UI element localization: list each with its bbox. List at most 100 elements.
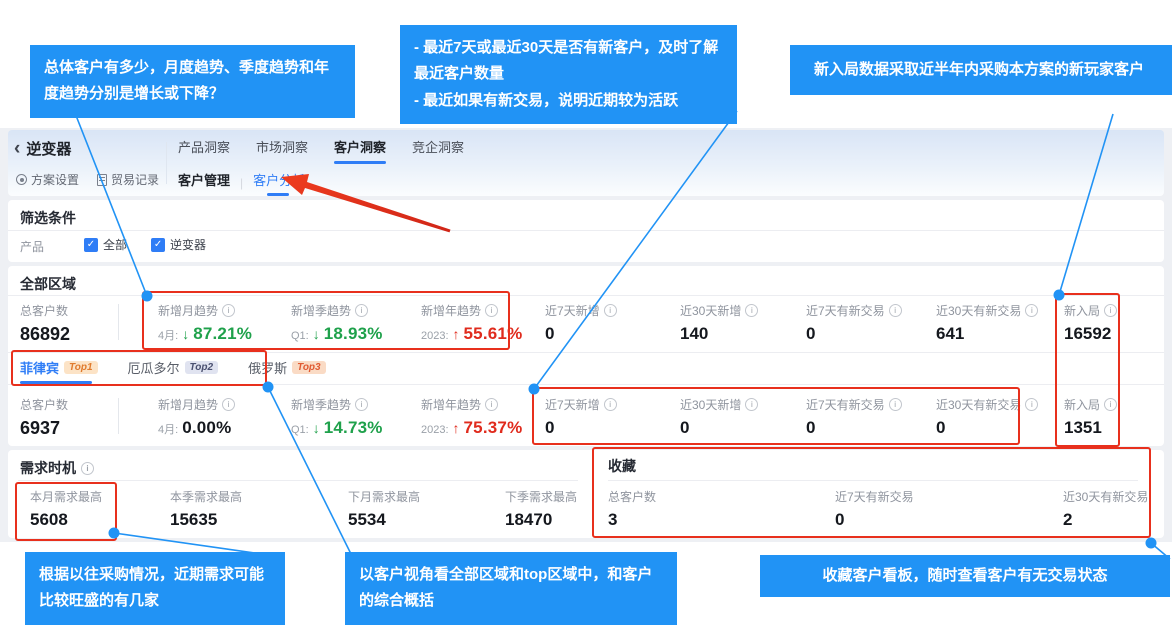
stat-fav-trade-30d: 近30天有新交易 2 bbox=[1063, 488, 1148, 530]
stat-label: 新增季趋势 bbox=[291, 304, 352, 318]
region-tab-label: 菲律宾 bbox=[20, 361, 60, 376]
stat-value: 16592 bbox=[1064, 324, 1112, 343]
demand-title-text: 需求时机 bbox=[20, 460, 76, 476]
subtab-customer-management[interactable]: 客户管理 bbox=[178, 173, 231, 188]
stat-label: 本季需求最高 bbox=[170, 490, 243, 504]
info-icon[interactable]: i bbox=[1104, 304, 1118, 317]
top1-badge: Top1 bbox=[64, 361, 98, 374]
stat-trade-7d: 近7天有新交易 i 0 bbox=[806, 396, 902, 438]
stat-label: 下季需求最高 bbox=[505, 490, 578, 504]
stat-demand-this-quarter: 本季需求最高 15635 bbox=[170, 488, 242, 530]
annotation-overview: 总体客户有多少，月度趋势、季度趋势和年度趋势分别是增长或下降？ bbox=[30, 45, 355, 118]
top3-badge: Top3 bbox=[292, 361, 326, 374]
info-icon[interactable]: i bbox=[355, 304, 369, 317]
page-title: 逆变器 bbox=[26, 141, 72, 158]
annotation-recent-activity: - 最近7天或最近30天是否有新客户，及时了解最近客户数量 - 最近如果有新交易… bbox=[400, 25, 737, 124]
stat-value: 15635 bbox=[170, 510, 218, 529]
stat-label: 总客户数 bbox=[608, 490, 657, 504]
stat-value: 3 bbox=[608, 510, 618, 529]
stat-value: 0 bbox=[806, 418, 816, 437]
info-icon[interactable]: i bbox=[603, 398, 617, 411]
stat-label: 新入局 bbox=[1064, 398, 1101, 412]
stat-new-7d: 近7天新增 i 0 bbox=[545, 396, 617, 438]
stat-value: 641 bbox=[936, 324, 965, 343]
info-icon[interactable]: i bbox=[222, 398, 236, 411]
top-region-tabs: 菲律宾 Top1 厄瓜多尔 Top2 俄罗斯 Top3 bbox=[20, 358, 326, 377]
stat-total-customers: 总客户数 6937 bbox=[20, 396, 68, 439]
tab-customer-insight[interactable]: 客户洞察 bbox=[334, 137, 387, 164]
stat-value: 0 bbox=[545, 324, 555, 343]
stat-label: 总客户数 bbox=[20, 398, 69, 412]
stat-year-trend: 新增年趋势 i 2023: ↑ 75.37% bbox=[421, 396, 522, 438]
stat-label: 新增月趋势 bbox=[158, 398, 219, 412]
trend-period: Q1: bbox=[291, 424, 309, 436]
stat-trade-30d: 近30天有新交易 i 0 bbox=[936, 396, 1039, 438]
gear-icon bbox=[16, 174, 27, 185]
info-icon[interactable]: i bbox=[1025, 304, 1039, 317]
info-icon[interactable]: i bbox=[485, 398, 499, 411]
stat-value: 1351 bbox=[1064, 418, 1102, 437]
main-tabs: 产品洞察 市场洞察 客户洞察 竞企洞察 bbox=[178, 137, 464, 164]
demand-title: 需求时机 i bbox=[20, 458, 94, 478]
stat-new-7d: 近7天新增 i 0 bbox=[545, 302, 617, 344]
filter-options: ✓ 全部 ✓ 逆变器 bbox=[84, 236, 206, 253]
toolbar-label: 贸易记录 bbox=[111, 173, 160, 187]
info-icon[interactable]: i bbox=[485, 304, 499, 317]
favorites-title: 收藏 bbox=[608, 458, 636, 474]
stat-value: 2 bbox=[1063, 510, 1073, 529]
arrow-down-icon: ↓ bbox=[182, 326, 190, 342]
breadcrumb: ‹ 逆变器 bbox=[14, 138, 71, 159]
info-icon[interactable]: i bbox=[888, 304, 902, 317]
stat-value: 5608 bbox=[30, 510, 68, 529]
arrow-up-icon: ↑ bbox=[452, 420, 460, 436]
tab-competitor-insight[interactable]: 竞企洞察 bbox=[412, 140, 465, 155]
subtab-separator: | bbox=[240, 176, 244, 190]
info-icon[interactable]: i bbox=[355, 398, 369, 411]
stat-year-trend: 新增年趋势 i 2023: ↑ 55.61% bbox=[421, 302, 522, 344]
info-icon[interactable]: i bbox=[222, 304, 236, 317]
stat-month-trend: 新增月趋势 i 4月: ↓ 87.21% bbox=[158, 302, 252, 344]
stat-value: 0 bbox=[806, 324, 816, 343]
checkbox-all[interactable]: ✓ 全部 bbox=[84, 236, 127, 253]
region-tab-ecuador[interactable]: 厄瓜多尔 Top2 bbox=[128, 358, 219, 377]
tab-product-insight[interactable]: 产品洞察 bbox=[178, 140, 231, 155]
region-tab-label: 俄罗斯 bbox=[248, 361, 288, 376]
divider bbox=[118, 398, 119, 434]
stat-value: 86892 bbox=[20, 324, 71, 344]
stat-demand-this-month: 本月需求最高 5608 bbox=[30, 488, 102, 530]
checkbox-inverter[interactable]: ✓ 逆变器 bbox=[151, 236, 206, 253]
stat-label: 近7天有新交易 bbox=[806, 398, 885, 412]
region-all-title: 全部区域 bbox=[20, 276, 76, 292]
stat-value: 5534 bbox=[348, 510, 386, 529]
checkbox-checked-icon: ✓ bbox=[151, 237, 166, 252]
stat-label: 新增年趋势 bbox=[421, 398, 482, 412]
stat-new-entrant: 新入局 i 1351 bbox=[1064, 396, 1118, 438]
region-tab-russia[interactable]: 俄罗斯 Top3 bbox=[248, 358, 326, 377]
stat-label: 近7天有新交易 bbox=[835, 490, 914, 504]
region-tab-philippines[interactable]: 菲律宾 Top1 bbox=[20, 358, 98, 377]
checkbox-label: 逆变器 bbox=[170, 238, 207, 252]
toolbar-item-trade-records[interactable]: 贸易记录 bbox=[97, 171, 159, 188]
trend-value: 14.73% bbox=[323, 418, 383, 437]
sub-tabs: 客户管理 | 客户分析 bbox=[178, 170, 305, 196]
info-icon[interactable]: i bbox=[81, 461, 94, 475]
stat-month-trend: 新增月趋势 i 4月: 0.00% bbox=[158, 396, 236, 438]
info-icon[interactable]: i bbox=[745, 304, 759, 317]
info-icon[interactable]: i bbox=[1104, 398, 1118, 411]
toolbar-item-plan-settings[interactable]: 方案设置 bbox=[16, 171, 79, 188]
stat-total-customers: 总客户数 86892 bbox=[20, 302, 70, 345]
stat-demand-next-quarter: 下季需求最高 18470 bbox=[505, 488, 577, 530]
trend-period: 2023: bbox=[421, 330, 449, 342]
trend-period: 4月: bbox=[158, 330, 179, 342]
info-icon[interactable]: i bbox=[603, 304, 617, 317]
back-icon[interactable]: ‹ bbox=[14, 138, 21, 159]
info-icon[interactable]: i bbox=[745, 398, 759, 411]
info-icon[interactable]: i bbox=[888, 398, 902, 411]
tab-market-insight[interactable]: 市场洞察 bbox=[256, 140, 309, 155]
info-icon[interactable]: i bbox=[1025, 398, 1039, 411]
stat-label: 近7天新增 bbox=[545, 304, 600, 318]
stat-label: 总客户数 bbox=[20, 304, 69, 318]
subtab-customer-analysis[interactable]: 客户分析 bbox=[253, 170, 305, 196]
divider bbox=[118, 304, 119, 340]
